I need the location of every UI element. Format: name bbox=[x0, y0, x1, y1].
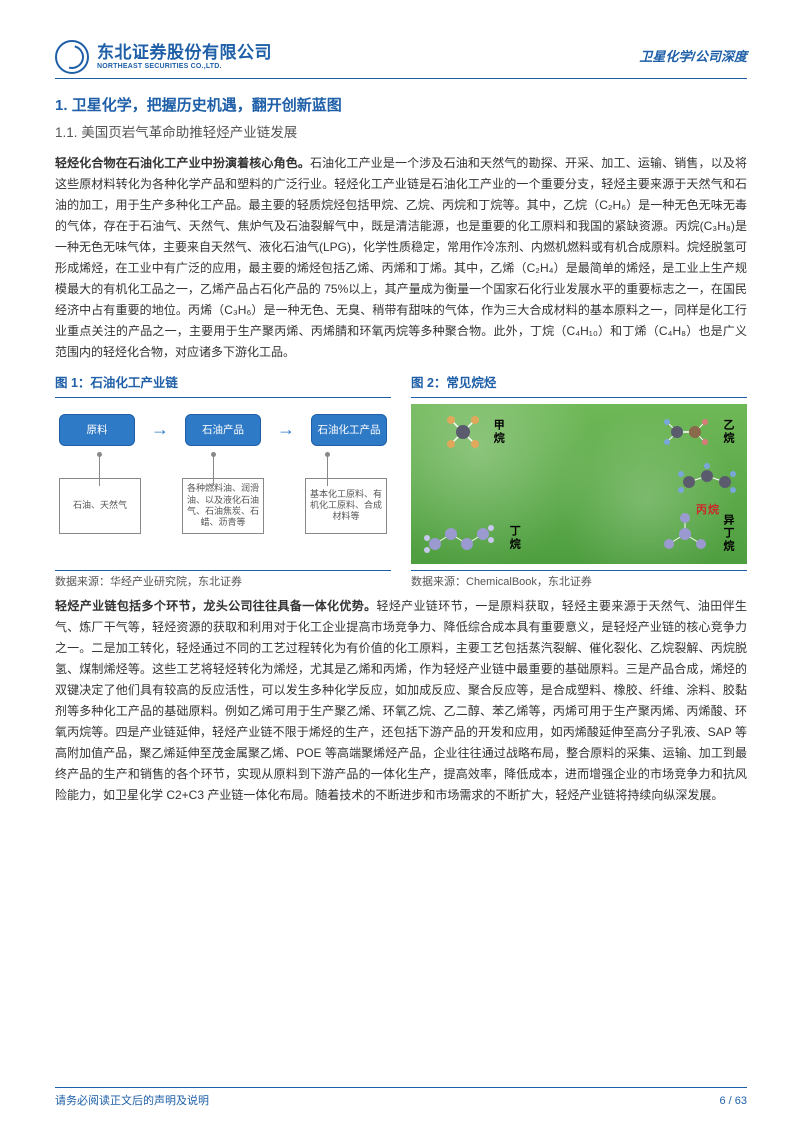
heading-2: 1.1. 美国页岩气革命助推轻烃产业链发展 bbox=[55, 121, 747, 145]
company-name-cn: 东北证券股份有限公司 bbox=[97, 44, 272, 63]
flow-node-raw: 原料 bbox=[59, 414, 135, 446]
ethane-icon bbox=[655, 410, 715, 454]
butane-icon bbox=[421, 518, 501, 558]
src-prefix: 数据来源： bbox=[411, 576, 466, 588]
src-prefix: 数据来源： bbox=[55, 576, 110, 588]
arrow-right-icon: → bbox=[277, 414, 295, 446]
src-body: ChemicalBook，东北证券 bbox=[466, 576, 592, 588]
isobutane-label: 异丁烷 bbox=[718, 514, 737, 553]
paragraph-2: 轻烃产业链包括多个环节，龙头公司往往具备一体化优势。轻烃产业链环节，一是原料获取… bbox=[55, 596, 747, 806]
h2-text: 美国页岩气革命助推轻烃产业链发展 bbox=[81, 125, 297, 140]
molecules-diagram: 甲烷 乙烷 bbox=[411, 404, 747, 564]
flow-box-3: 基本化工原料、有机化工原料、合成材料等 bbox=[305, 478, 387, 534]
page-number: 6 / 63 bbox=[719, 1092, 747, 1111]
para2-lead: 轻烃产业链包括多个环节，龙头公司往往具备一体化优势。 bbox=[55, 599, 376, 613]
flow-box-1: 石油、天然气 bbox=[59, 478, 141, 534]
src-body: 华经产业研究院，东北证券 bbox=[110, 576, 242, 588]
flowchart-diagram: 原料 → 石油产品 → 石油化工产品 石油、天然气 各种燃料油、润滑油、以及液化… bbox=[55, 404, 391, 564]
propane-icon bbox=[673, 462, 743, 498]
butane-label: 丁烷 bbox=[504, 525, 523, 551]
methane-icon bbox=[441, 410, 485, 454]
para2-body: 轻烃产业链环节，一是原料获取，轻烃主要来源于天然气、油田伴生气、炼厂干气等，轻烃… bbox=[55, 599, 747, 802]
molecule-methane: 甲烷 bbox=[441, 410, 507, 454]
para1-lead: 轻烃化合物在石油化工产业中扮演着核心角色。 bbox=[55, 156, 310, 170]
breadcrumb: 卫星化学/公司深度 bbox=[639, 46, 747, 69]
molecule-ethane: 乙烷 bbox=[655, 410, 737, 454]
company-name-en: NORTHEAST SECURITIES CO.,LTD. bbox=[97, 63, 272, 71]
ethane-label: 乙烷 bbox=[718, 419, 737, 445]
flow-box-2: 各种燃料油、润滑油、以及液化石油气、石油焦炭、石蜡、沥青等 bbox=[182, 478, 264, 534]
para1-body: 石油化工产业是一个涉及石油和天然气的勘探、开采、加工、运输、销售，以及将这些原材… bbox=[55, 156, 747, 359]
figure-1-source: 数据来源：华经产业研究院，东北证券 bbox=[55, 570, 391, 592]
molecule-isobutane: 异丁烷 bbox=[655, 510, 737, 558]
company-logo: 东北证券股份有限公司 NORTHEAST SECURITIES CO.,LTD. bbox=[55, 40, 272, 74]
figure-1: 图 1：石油化工产业链 原料 → 石油产品 → 石油化工产品 石油、天然气 各种… bbox=[55, 373, 391, 592]
logo-mark-icon bbox=[55, 40, 89, 74]
paragraph-1: 轻烃化合物在石油化工产业中扮演着核心角色。石油化工产业是一个涉及石油和天然气的勘… bbox=[55, 153, 747, 363]
heading-1: 1. 卫星化学，把握历史机遇，翻开创新蓝图 bbox=[55, 93, 747, 119]
figure-row: 图 1：石油化工产业链 原料 → 石油产品 → 石油化工产品 石油、天然气 各种… bbox=[55, 373, 747, 592]
arrow-right-icon: → bbox=[151, 414, 169, 446]
molecule-butane: 丁烷 bbox=[421, 518, 523, 558]
figure-2: 图 2：常见烷烃 甲烷 bbox=[411, 373, 747, 592]
isobutane-icon bbox=[655, 510, 715, 558]
h1-text: 卫星化学，把握历史机遇，翻开创新蓝图 bbox=[72, 97, 342, 114]
figure-1-title: 图 1：石油化工产业链 bbox=[55, 373, 391, 398]
flow-node-chem: 石油化工产品 bbox=[311, 414, 387, 446]
figure-2-source: 数据来源：ChemicalBook，东北证券 bbox=[411, 570, 747, 592]
methane-label: 甲烷 bbox=[488, 419, 507, 445]
figure-2-title: 图 2：常见烷烃 bbox=[411, 373, 747, 398]
h2-number: 1.1. bbox=[55, 125, 78, 140]
h1-number: 1. bbox=[55, 97, 68, 114]
flow-node-product: 石油产品 bbox=[185, 414, 261, 446]
page-header: 东北证券股份有限公司 NORTHEAST SECURITIES CO.,LTD.… bbox=[55, 40, 747, 79]
page-footer: 请务必阅读正文后的声明及说明 6 / 63 bbox=[55, 1087, 747, 1111]
footer-note: 请务必阅读正文后的声明及说明 bbox=[55, 1092, 209, 1111]
